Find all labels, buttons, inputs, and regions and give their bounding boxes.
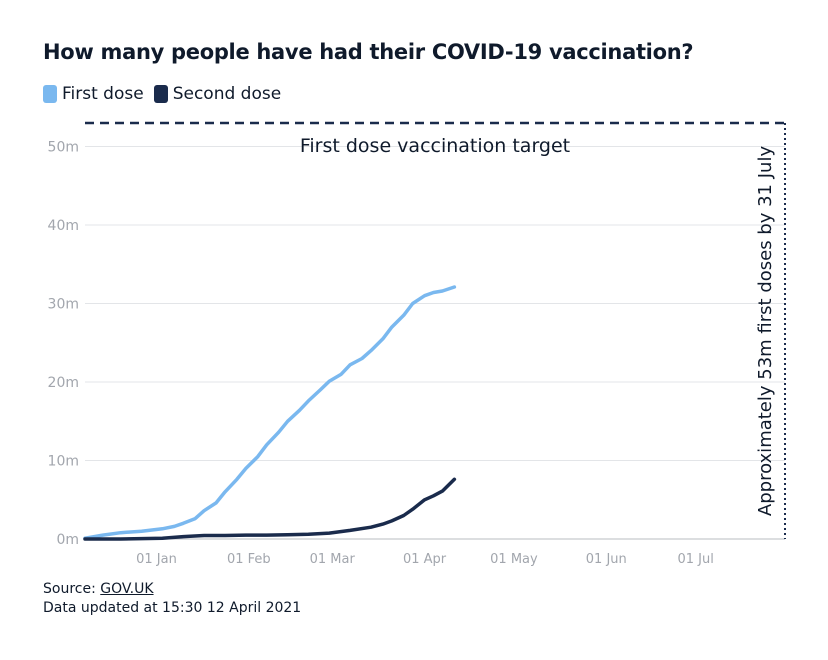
legend-swatch-second-dose (153, 85, 168, 103)
chart-title: How many people have had their COVID-19 … (43, 40, 694, 64)
target-label: First dose vaccination target (300, 135, 570, 157)
source-prefix: Source: (43, 581, 101, 597)
source-line: Source: GOV.UK (43, 580, 301, 599)
x-tick-label: 01 Jun (586, 552, 627, 567)
footer: Source: GOV.UK Data updated at 15:30 12 … (43, 580, 301, 618)
y-tick-label: 30m (48, 297, 79, 313)
source-link[interactable]: GOV.UK (100, 581, 154, 597)
y-tick-label: 50m (48, 140, 79, 156)
y-tick-label: 10m (48, 454, 79, 470)
x-tick-label: 01 Feb (227, 552, 271, 567)
deadline-label: Approximately 53m first doses by 31 July (755, 146, 776, 517)
x-tick-label: 01 Jul (677, 552, 713, 567)
legend-label-first-dose: First dose (62, 84, 144, 104)
x-tick-label: 01 Mar (310, 552, 356, 567)
updated-text: Data updated at 15:30 12 April 2021 (43, 600, 302, 616)
legend-item-second-dose: Second dose (153, 84, 282, 104)
y-tick-label: 20m (48, 375, 79, 391)
x-tick-label: 01 Apr (403, 552, 447, 567)
x-tick-label: 01 May (490, 552, 538, 567)
x-tick-label: 01 Jan (136, 552, 177, 567)
y-tick-label: 40m (48, 218, 79, 234)
legend: First dose Second dose (43, 84, 291, 104)
y-tick-label: 0m (56, 532, 79, 548)
series-line-second-dose (83, 477, 457, 541)
series-line-first-dose (83, 285, 457, 540)
legend-swatch-first-dose (43, 85, 57, 103)
legend-item-first-dose: First dose (43, 84, 144, 104)
legend-label-second-dose: Second dose (172, 84, 282, 104)
